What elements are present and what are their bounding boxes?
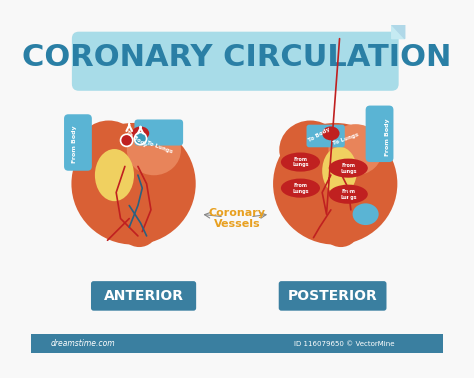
Ellipse shape xyxy=(78,121,140,179)
Circle shape xyxy=(135,133,146,145)
Ellipse shape xyxy=(72,123,196,245)
FancyBboxPatch shape xyxy=(365,105,393,162)
FancyBboxPatch shape xyxy=(279,281,386,311)
Text: To Lungs: To Lungs xyxy=(146,140,173,154)
Ellipse shape xyxy=(322,126,339,140)
Text: POSTERIOR: POSTERIOR xyxy=(288,289,377,303)
Text: To Lungs: To Lungs xyxy=(332,132,359,146)
Text: To Body: To Body xyxy=(308,127,331,143)
Text: ID 116079650 © VectorMine: ID 116079650 © VectorMine xyxy=(294,341,394,347)
Text: From Body: From Body xyxy=(385,118,390,156)
Ellipse shape xyxy=(328,185,368,204)
Circle shape xyxy=(120,134,133,146)
Ellipse shape xyxy=(353,203,379,225)
Ellipse shape xyxy=(328,159,368,178)
FancyBboxPatch shape xyxy=(307,125,345,147)
FancyBboxPatch shape xyxy=(91,281,196,311)
Bar xyxy=(31,334,443,353)
Ellipse shape xyxy=(273,123,397,245)
FancyBboxPatch shape xyxy=(72,32,399,91)
Ellipse shape xyxy=(121,213,157,247)
Text: CORONARY CIRCULATION: CORONARY CIRCULATION xyxy=(22,43,452,72)
Ellipse shape xyxy=(279,121,341,179)
Ellipse shape xyxy=(95,149,134,201)
Text: dreamstime.com: dreamstime.com xyxy=(51,339,116,348)
Text: From
Lungs: From Lungs xyxy=(292,183,309,194)
Ellipse shape xyxy=(281,178,320,198)
Text: ANTERIOR: ANTERIOR xyxy=(103,289,183,303)
Ellipse shape xyxy=(322,147,357,195)
Text: From
Lungs: From Lungs xyxy=(292,156,309,167)
Polygon shape xyxy=(392,25,405,39)
FancyBboxPatch shape xyxy=(135,119,183,146)
Ellipse shape xyxy=(323,213,359,247)
Text: From
Lungs: From Lungs xyxy=(340,163,356,174)
Ellipse shape xyxy=(127,124,181,175)
Polygon shape xyxy=(392,25,405,39)
Text: From Body: From Body xyxy=(72,125,77,163)
Text: Coronary
Vessels: Coronary Vessels xyxy=(209,208,265,229)
Text: To Body: To Body xyxy=(125,130,147,147)
Text: From
Lungs: From Lungs xyxy=(340,189,356,200)
Ellipse shape xyxy=(281,152,320,172)
Ellipse shape xyxy=(328,124,383,175)
FancyBboxPatch shape xyxy=(64,114,92,171)
Ellipse shape xyxy=(132,126,149,140)
